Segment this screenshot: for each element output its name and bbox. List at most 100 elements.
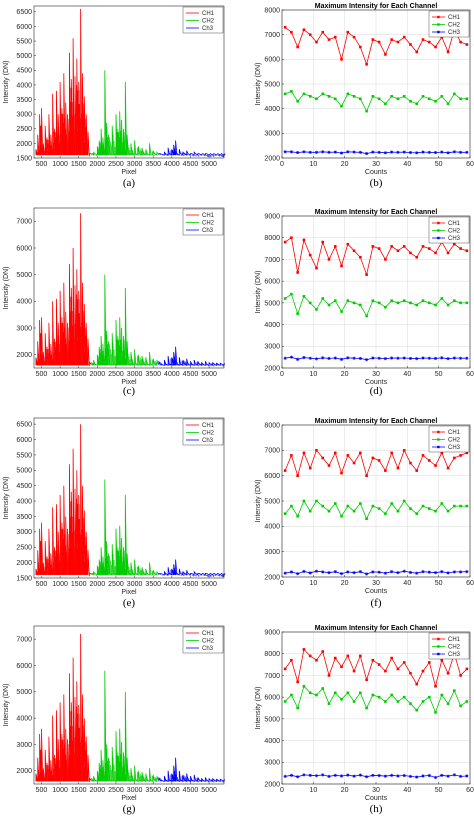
data-point <box>290 236 293 240</box>
x-tick-label: 40 <box>403 787 411 794</box>
data-point <box>408 356 413 361</box>
legend-marker <box>437 221 440 225</box>
legend-box <box>428 216 470 244</box>
data-point <box>465 451 469 455</box>
data-point <box>346 356 350 360</box>
data-point <box>296 572 300 576</box>
data-point <box>296 474 299 477</box>
data-point <box>415 708 419 712</box>
y-tick-label: 4000 <box>16 716 32 723</box>
data-point <box>415 469 419 472</box>
data-point <box>390 693 393 697</box>
data-point <box>465 43 469 46</box>
y-tick-label: 3000 <box>16 529 32 536</box>
x-tick-label: 5000 <box>201 371 217 378</box>
data-point <box>384 512 387 515</box>
data-point <box>384 700 387 703</box>
data-point <box>346 504 350 508</box>
data-point <box>302 499 306 503</box>
data-point <box>340 264 343 268</box>
y-tick-label: 3000 <box>264 549 280 556</box>
data-point <box>339 774 344 778</box>
legend-marker <box>437 445 440 449</box>
data-point <box>290 454 293 457</box>
data-point <box>421 570 425 574</box>
legend-marker <box>437 645 440 648</box>
data-point <box>333 773 337 777</box>
data-point <box>440 297 444 300</box>
data-point <box>352 571 356 575</box>
y-tick-label: 5000 <box>264 300 280 307</box>
chart-panel: 500 1000 1500 2000 2500 3000 3500 4000 4500 50002… <box>3 207 226 397</box>
data-point <box>308 571 312 575</box>
data-point <box>465 249 469 253</box>
x-tick-label: 1500 <box>71 371 87 378</box>
axes-box <box>33 5 225 159</box>
data-point <box>383 151 387 155</box>
data-point <box>371 456 375 460</box>
legend-label: CH1 <box>448 637 461 643</box>
data-point <box>296 312 299 316</box>
data-point <box>459 301 462 305</box>
x-tick-label: 4000 <box>164 787 180 794</box>
panel-label: (c) <box>123 385 136 397</box>
x-tick-label: 30 <box>372 580 380 587</box>
x-axis-label: Pixel <box>121 169 137 176</box>
panel-label: (h) <box>370 803 383 815</box>
data-point <box>415 512 419 515</box>
data-point <box>308 33 312 36</box>
data-point <box>365 706 368 710</box>
chart-title: Maximum Intensity for Each Channel <box>315 418 438 425</box>
data-point <box>346 242 350 246</box>
series-line-ch3 <box>158 346 226 366</box>
chart-panel: 0 10 20 30 40 50 60 2000 3000 4000 5000 6000 7000 800… <box>255 3 474 189</box>
data-point <box>409 461 412 465</box>
x-tick-label: 0 <box>280 787 284 794</box>
data-point <box>390 656 393 660</box>
data-point <box>289 150 293 154</box>
data-point <box>465 667 469 671</box>
data-point <box>371 693 375 697</box>
x-tick-label: 10 <box>309 161 317 168</box>
y-tick-label: 2000 <box>264 781 280 788</box>
data-point <box>434 509 437 513</box>
x-tick-label: 2500 <box>108 161 124 168</box>
data-point <box>440 502 444 505</box>
legend-box <box>428 10 470 38</box>
legend-label: CH1 <box>202 423 215 429</box>
legend-marker <box>437 652 440 656</box>
data-point <box>440 356 444 360</box>
data-point <box>434 711 437 714</box>
x-tick-label: 500 <box>36 581 48 588</box>
x-tick-label: 10 <box>309 371 317 378</box>
y-tick-label: 5000 <box>16 53 32 60</box>
data-point <box>308 654 312 658</box>
data-point <box>409 702 412 705</box>
data-point <box>440 150 444 154</box>
x-tick-label: 60 <box>466 580 474 587</box>
data-point <box>434 45 437 49</box>
data-point <box>396 509 400 513</box>
data-point <box>327 509 331 513</box>
data-point <box>283 297 287 300</box>
data-point <box>415 682 419 686</box>
chart-panel: 500 1000 1500 2000 2500 3000 3500 4000 4500 50001… <box>3 5 226 189</box>
legend-box <box>182 6 224 34</box>
legend-label: CH3 <box>448 445 461 451</box>
y-tick-label: 6000 <box>16 24 32 31</box>
data-point <box>453 299 456 302</box>
y-tick-label: 7000 <box>264 257 280 264</box>
data-point <box>384 102 387 106</box>
data-point <box>459 674 462 677</box>
x-tick-label: 4000 <box>164 581 180 588</box>
data-point <box>377 301 381 305</box>
legend-label: CH2 <box>448 23 461 29</box>
data-point <box>371 356 375 360</box>
y-tick-label: 5000 <box>16 272 32 279</box>
data-point <box>402 245 406 248</box>
axes-box <box>33 417 225 579</box>
x-axis-label: Pixel <box>121 589 137 596</box>
y-tick-label: 3000 <box>16 112 32 119</box>
data-point <box>390 502 393 505</box>
data-point <box>465 150 469 154</box>
